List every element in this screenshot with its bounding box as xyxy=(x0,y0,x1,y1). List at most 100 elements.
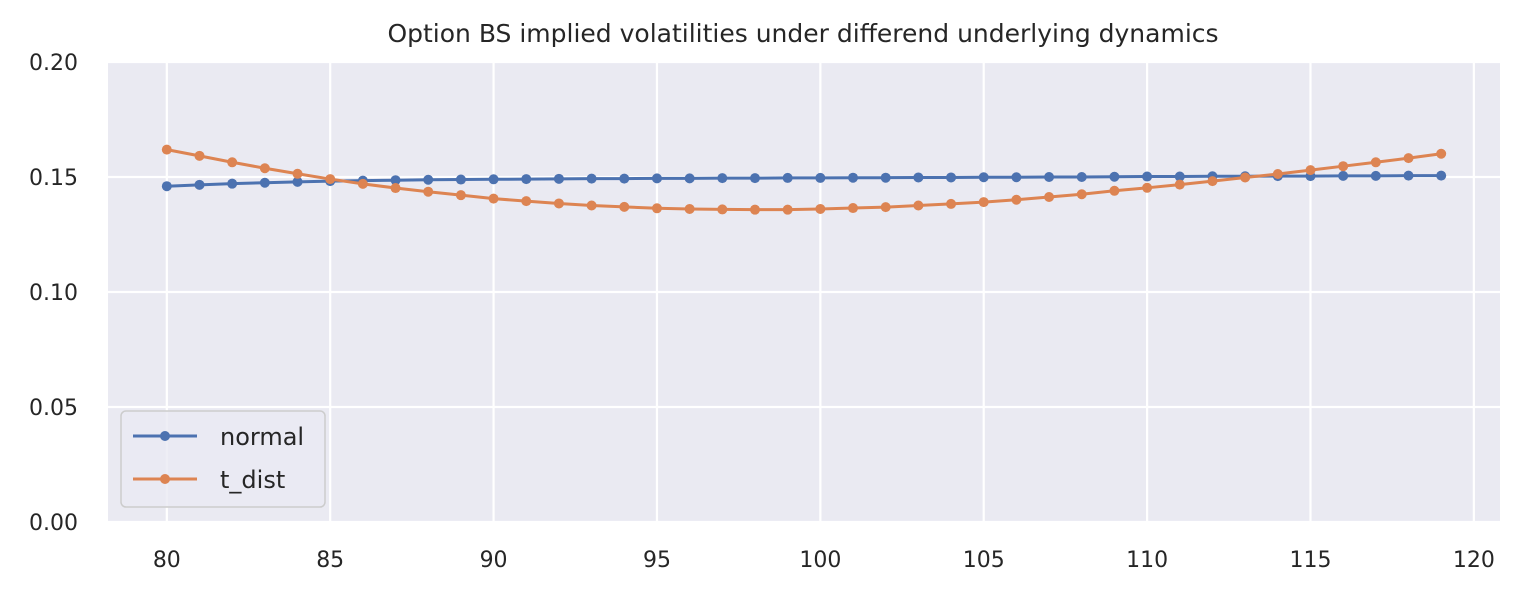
data-point xyxy=(1305,165,1316,176)
y-tick-label: 0.15 xyxy=(29,166,78,191)
data-point xyxy=(1109,185,1120,196)
x-tick-label: 115 xyxy=(1289,548,1331,573)
data-point xyxy=(1403,153,1414,164)
data-point xyxy=(1076,189,1087,200)
data-point xyxy=(227,178,238,189)
data-point xyxy=(553,198,564,209)
data-point xyxy=(1174,171,1185,182)
data-point xyxy=(815,203,826,214)
data-point xyxy=(880,172,891,183)
x-tick-label: 95 xyxy=(643,548,671,573)
data-point xyxy=(586,173,597,184)
data-point xyxy=(553,173,564,184)
data-point xyxy=(292,176,303,187)
series-line xyxy=(166,148,1442,212)
data-point xyxy=(1174,179,1185,190)
data-point xyxy=(521,174,532,185)
data-point xyxy=(913,172,924,183)
data-point xyxy=(1207,176,1218,187)
legend-swatch-marker xyxy=(160,431,170,441)
data-point xyxy=(782,204,793,215)
chart-title: Option BS implied volatilities under dif… xyxy=(387,19,1218,48)
x-tick-label: 90 xyxy=(480,548,508,573)
x-axis: 80 85 90 95 100 105 110 115 120 xyxy=(153,548,1495,573)
data-point xyxy=(782,172,793,183)
data-point xyxy=(194,150,205,161)
data-point xyxy=(1044,192,1055,203)
data-point xyxy=(717,173,728,184)
data-point xyxy=(1044,172,1055,182)
data-point xyxy=(325,174,336,185)
data-point xyxy=(619,173,630,184)
data-point xyxy=(978,197,989,208)
data-point xyxy=(1370,170,1381,181)
data-point xyxy=(259,177,270,188)
legend-swatch-marker xyxy=(160,474,170,484)
data-point xyxy=(684,203,695,214)
legend-label: normal xyxy=(220,423,304,451)
data-point xyxy=(423,186,434,197)
data-point xyxy=(390,183,401,194)
data-point xyxy=(292,168,303,179)
data-point xyxy=(521,196,532,207)
data-point xyxy=(651,173,662,184)
series-t_dist xyxy=(161,144,1447,215)
series-layer xyxy=(161,144,1447,215)
data-point xyxy=(1403,170,1414,181)
series-line xyxy=(166,174,1442,188)
data-point xyxy=(1142,171,1153,182)
x-tick-label: 100 xyxy=(799,548,841,573)
data-point xyxy=(1338,161,1349,172)
data-point xyxy=(423,174,434,185)
data-point xyxy=(619,201,630,212)
y-tick-label: 0.05 xyxy=(29,396,78,421)
data-point xyxy=(161,181,172,192)
x-tick-label: 110 xyxy=(1126,548,1168,573)
data-point xyxy=(1436,148,1447,159)
data-point xyxy=(259,163,270,174)
y-tick-label: 0.00 xyxy=(29,511,78,536)
data-point xyxy=(390,175,401,186)
data-point xyxy=(488,193,499,204)
data-point xyxy=(749,204,760,215)
data-point xyxy=(1338,170,1349,181)
data-point xyxy=(848,203,859,214)
data-point xyxy=(1011,194,1022,205)
data-point xyxy=(1109,171,1120,182)
data-point xyxy=(1436,170,1447,181)
data-point xyxy=(227,157,238,168)
data-point xyxy=(880,202,891,213)
data-point xyxy=(717,204,728,215)
data-point xyxy=(1370,157,1381,168)
data-point xyxy=(194,179,205,190)
data-point xyxy=(749,173,760,184)
data-point xyxy=(1240,172,1251,183)
data-point xyxy=(913,200,924,211)
y-tick-label: 0.20 xyxy=(29,51,78,76)
data-point xyxy=(684,173,695,184)
legend: normal t_dist xyxy=(120,410,326,508)
data-point xyxy=(455,190,466,201)
data-point xyxy=(586,200,597,211)
grid xyxy=(108,60,1500,524)
x-tick-label: 120 xyxy=(1453,548,1495,573)
data-point xyxy=(1076,172,1087,182)
data-point xyxy=(488,174,499,185)
data-point xyxy=(455,174,466,185)
data-point xyxy=(815,172,826,183)
y-tick-label: 0.10 xyxy=(29,281,78,306)
data-point xyxy=(651,203,662,214)
y-axis: 0.00 0.05 0.10 0.15 0.20 xyxy=(29,51,78,536)
data-point xyxy=(946,198,957,209)
x-tick-label: 80 xyxy=(153,548,181,573)
data-point xyxy=(946,172,957,183)
data-point xyxy=(848,172,859,183)
legend-label: t_dist xyxy=(220,466,285,494)
data-point xyxy=(1142,182,1153,193)
x-tick-label: 85 xyxy=(316,548,344,573)
data-point xyxy=(357,178,368,189)
x-tick-label: 105 xyxy=(963,548,1005,573)
data-point xyxy=(1011,172,1022,183)
data-point xyxy=(161,144,172,155)
